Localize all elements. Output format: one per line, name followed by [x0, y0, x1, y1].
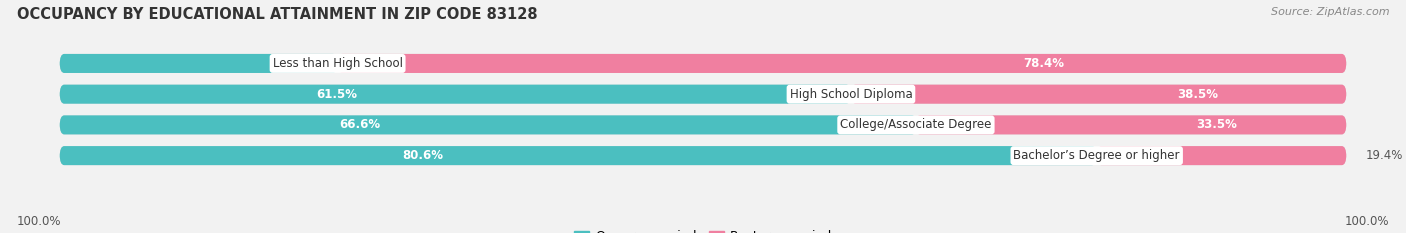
Text: 21.6%: 21.6% — [281, 57, 318, 70]
Text: Less than High School: Less than High School — [273, 57, 402, 70]
FancyBboxPatch shape — [59, 54, 1347, 73]
FancyBboxPatch shape — [59, 85, 1347, 104]
Text: 33.5%: 33.5% — [1197, 118, 1237, 131]
FancyBboxPatch shape — [59, 115, 1347, 134]
FancyBboxPatch shape — [851, 85, 1347, 104]
FancyBboxPatch shape — [337, 54, 1347, 73]
Text: Bachelor’s Degree or higher: Bachelor’s Degree or higher — [1014, 149, 1180, 162]
Text: 19.4%: 19.4% — [1365, 149, 1403, 162]
Legend: Owner-occupied, Renter-occupied: Owner-occupied, Renter-occupied — [568, 225, 838, 233]
FancyBboxPatch shape — [59, 54, 337, 73]
FancyBboxPatch shape — [915, 115, 1347, 134]
FancyBboxPatch shape — [59, 115, 917, 134]
Text: 100.0%: 100.0% — [1344, 215, 1389, 228]
Text: 78.4%: 78.4% — [1024, 57, 1064, 70]
Text: 80.6%: 80.6% — [402, 149, 443, 162]
FancyBboxPatch shape — [59, 146, 1347, 165]
Text: 66.6%: 66.6% — [339, 118, 380, 131]
Text: 38.5%: 38.5% — [1177, 88, 1218, 101]
Text: High School Diploma: High School Diploma — [790, 88, 912, 101]
FancyBboxPatch shape — [1097, 146, 1347, 165]
Text: Source: ZipAtlas.com: Source: ZipAtlas.com — [1271, 7, 1389, 17]
Text: 100.0%: 100.0% — [17, 215, 62, 228]
Text: 61.5%: 61.5% — [316, 88, 357, 101]
Text: OCCUPANCY BY EDUCATIONAL ATTAINMENT IN ZIP CODE 83128: OCCUPANCY BY EDUCATIONAL ATTAINMENT IN Z… — [17, 7, 537, 22]
FancyBboxPatch shape — [59, 85, 851, 104]
Text: College/Associate Degree: College/Associate Degree — [841, 118, 991, 131]
FancyBboxPatch shape — [59, 146, 1097, 165]
